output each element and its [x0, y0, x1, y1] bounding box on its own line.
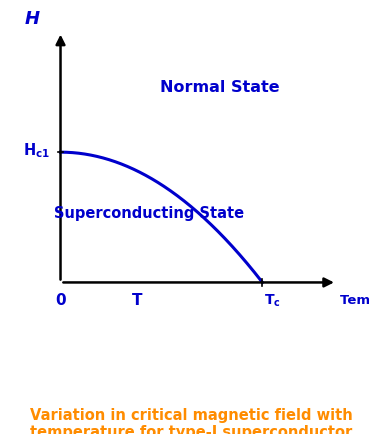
Text: $\mathbf{T_c}$: $\mathbf{T_c}$: [264, 293, 281, 309]
Text: Temperatue (K): Temperatue (K): [340, 294, 369, 307]
Text: H: H: [25, 10, 40, 29]
Text: $\mathbf{H_{c1}}$: $\mathbf{H_{c1}}$: [23, 141, 50, 160]
Text: Variation in critical magnetic field with
temperature for type-I superconductor: Variation in critical magnetic field wit…: [30, 408, 352, 434]
Text: T: T: [132, 293, 142, 308]
Text: Normal State: Normal State: [160, 80, 280, 95]
Text: 0: 0: [55, 293, 66, 308]
Text: Superconducting State: Superconducting State: [54, 206, 244, 220]
